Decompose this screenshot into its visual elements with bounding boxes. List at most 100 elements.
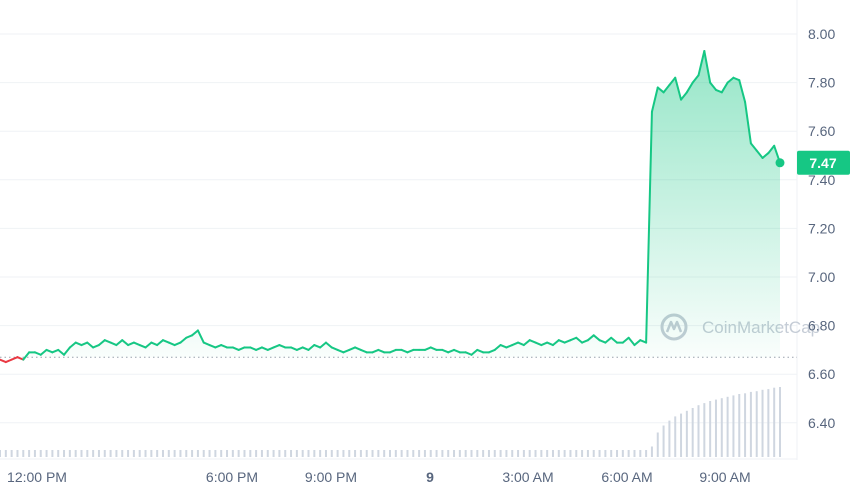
volume-bar — [290, 450, 293, 457]
volume-bar — [650, 446, 653, 457]
volume-bar — [551, 450, 554, 457]
price-line-segment — [377, 348, 386, 354]
price-line-segment — [592, 334, 601, 342]
volume-bar — [674, 416, 677, 457]
volume-bar — [744, 393, 747, 457]
volume-bar — [691, 408, 694, 457]
volume-bar — [680, 413, 683, 457]
volume-bar — [103, 450, 106, 457]
price-line-segment — [266, 346, 275, 351]
volume-bar — [371, 450, 374, 457]
volume-bar — [423, 450, 426, 457]
volume-bar — [226, 450, 229, 457]
volume-bar — [74, 450, 77, 457]
volume-bar — [406, 450, 409, 457]
volume-bar — [709, 401, 712, 457]
volume-bar — [511, 450, 514, 457]
y-tick-label: 7.00 — [808, 269, 835, 285]
volume-bar — [767, 389, 770, 457]
volume-bar — [185, 450, 188, 457]
volume-bar — [319, 450, 322, 457]
volume-bar — [51, 450, 54, 457]
price-line-segment — [761, 152, 770, 159]
price-line-segment — [767, 144, 776, 155]
current-price-tag — [797, 150, 850, 175]
price-line-segment — [0, 358, 7, 364]
price-line-segment — [709, 81, 717, 91]
volume-bar — [773, 387, 776, 457]
price-line-segment — [720, 81, 729, 94]
volume-bar — [453, 450, 456, 457]
price-line-segment — [732, 76, 741, 82]
y-tick-label: 6.80 — [808, 318, 835, 334]
volume-bar — [575, 450, 578, 457]
volume-bar — [295, 450, 298, 457]
price-line-segment — [4, 358, 13, 364]
price-line-segment — [726, 76, 735, 84]
price-line-segment — [389, 348, 397, 354]
price-line-segment — [598, 339, 607, 344]
price-line-segment — [714, 88, 723, 94]
volume-bar — [138, 450, 141, 457]
volume-bar — [557, 450, 560, 457]
volume-bar — [237, 450, 240, 457]
price-line-segment — [691, 74, 700, 84]
price-area — [17, 51, 780, 360]
price-line-segment — [487, 348, 496, 354]
volume-bar — [703, 403, 706, 457]
price-line-segment — [581, 339, 589, 344]
volume-bar — [633, 450, 636, 457]
price-line-segment — [744, 101, 752, 145]
volume-bar — [464, 450, 467, 457]
volume-bar — [365, 450, 368, 457]
price-line-segment — [563, 339, 572, 344]
price-line-segment — [63, 346, 71, 356]
price-line-segment — [505, 344, 514, 349]
price-area-fill — [17, 51, 780, 360]
price-line-segment — [255, 346, 263, 351]
price-line-segment — [156, 339, 164, 347]
price-line-segment — [540, 341, 549, 347]
price-line-segment — [295, 346, 304, 351]
volume-bar — [616, 450, 619, 457]
volume-bar — [121, 450, 124, 457]
price-line-segment — [127, 341, 135, 347]
price-line-segment — [354, 346, 362, 351]
volume-bar — [458, 450, 461, 457]
y-axis: 8.00 7.80 7.60 7.40 7.20 7.00 6.80 6.60 6.40 — [808, 26, 835, 431]
price-line-segment — [447, 348, 456, 354]
price-line-segment — [97, 339, 106, 347]
volume-bar — [80, 450, 83, 457]
volume-bar — [610, 450, 613, 457]
price-line-segment — [453, 348, 461, 354]
volume-bar — [400, 450, 403, 457]
volume-bar — [493, 450, 496, 457]
volume-bar — [441, 450, 444, 457]
price-line-segment — [115, 339, 124, 347]
price-line-segment — [557, 339, 566, 344]
volume-bar — [115, 450, 118, 457]
volume-bar — [383, 450, 386, 457]
current-price-marker: 7.47 — [775, 150, 850, 175]
volume-bar — [429, 450, 432, 457]
price-line-segment — [307, 344, 316, 351]
price-line-segment — [185, 334, 194, 339]
volume-bar — [28, 450, 31, 457]
price-line-segment — [220, 344, 229, 349]
volume-bar — [196, 450, 199, 457]
volume-bar — [45, 450, 48, 457]
price-line-segment — [336, 348, 345, 354]
volume-bar — [569, 450, 572, 457]
volume-bar — [33, 450, 36, 457]
price-line-segment — [74, 341, 83, 347]
price-line-segment — [359, 348, 368, 354]
volume-bar — [714, 399, 717, 457]
volume-bar — [470, 450, 473, 457]
y-tick-label: 7.20 — [808, 220, 835, 236]
volume-bar — [586, 450, 589, 457]
volume-bar — [243, 450, 246, 457]
volume-bar — [435, 450, 438, 457]
volume-bar — [266, 450, 269, 457]
